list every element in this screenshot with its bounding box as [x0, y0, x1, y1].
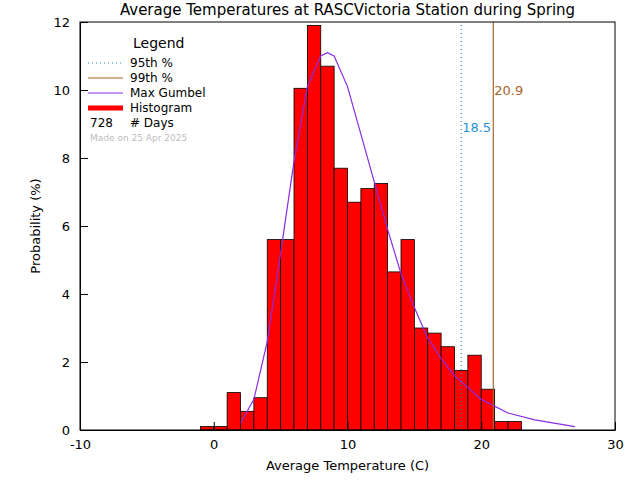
y-tick-mark — [80, 294, 88, 295]
legend-label: Histogram — [130, 101, 192, 115]
day-count-label: # Days — [130, 116, 174, 130]
x-tick-mark — [615, 422, 616, 430]
histogram-bar — [481, 389, 494, 430]
y-tick-mark — [80, 362, 88, 363]
y-tick: 0 — [62, 423, 88, 438]
legend-label: Max Gumbel — [130, 86, 206, 100]
histogram-bar — [227, 393, 240, 430]
percentile-line — [461, 22, 462, 430]
histogram-bar — [508, 422, 521, 431]
day-count: 728 — [90, 116, 113, 130]
x-axis: -10 0 10 20 30 — [70, 422, 624, 452]
x-tick-mark — [214, 422, 215, 430]
x-tick: 20 — [473, 422, 490, 452]
histogram-bar — [307, 25, 320, 430]
y-tick-label: 2 — [62, 355, 70, 370]
y-tick-mark — [80, 90, 88, 91]
percentile-label: 20.9 — [494, 83, 523, 98]
annotation: Made on 25 Apr 2025 — [90, 133, 187, 143]
histogram-bar — [281, 240, 294, 430]
y-tick-mark — [80, 22, 88, 23]
y-tick-mark — [80, 158, 88, 159]
histogram-bar — [334, 168, 347, 430]
y-tick-mark — [80, 226, 88, 227]
y-tick-label: 6 — [62, 219, 70, 234]
histogram-bar — [348, 202, 361, 430]
legend-label: 99th % — [130, 71, 173, 85]
x-tick-mark — [348, 422, 349, 430]
histogram-bar — [441, 347, 454, 430]
histogram-bar — [254, 398, 267, 430]
y-tick: 2 — [62, 355, 88, 370]
y-tick: 4 — [62, 287, 88, 302]
y-tick-label: 4 — [62, 287, 70, 302]
histogram-bar — [388, 272, 401, 430]
plot-frame — [80, 22, 615, 430]
x-tick: 10 — [340, 422, 357, 452]
y-tick: 8 — [62, 151, 88, 166]
y-tick-label: 8 — [62, 151, 70, 166]
legend-swatch — [88, 106, 123, 111]
x-tick: 0 — [210, 422, 218, 452]
y-tick-label: 12 — [53, 15, 70, 30]
title: Average Temperatures at RASCVictoria Sta… — [120, 1, 575, 19]
x-tick-mark — [481, 422, 482, 430]
background — [0, 0, 640, 480]
histogram-bar — [414, 328, 427, 430]
chart: -100102030024681012Average Temperatures … — [0, 0, 640, 480]
legend-title: Legend — [133, 35, 184, 51]
y-axis: 0 2 4 6 8 10 12 — [53, 15, 88, 438]
x-tick-label: 20 — [473, 437, 490, 452]
gumbel-curve — [241, 53, 575, 427]
legend-swatch — [88, 77, 123, 78]
plot-area — [200, 22, 575, 430]
x-axis-line — [81, 430, 616, 431]
x-tick-label: 30 — [607, 437, 624, 452]
y-tick-mark — [80, 430, 88, 431]
y-tick: 6 — [62, 219, 88, 234]
histogram-bar — [361, 189, 374, 430]
percentile-label: 18.5 — [462, 120, 491, 135]
legend-swatch — [88, 92, 123, 93]
histogram-bar — [294, 88, 307, 430]
x-tick-label: 10 — [340, 437, 357, 452]
histogram-bar — [321, 66, 334, 430]
histogram-bar — [214, 427, 227, 430]
y-tick-label: 10 — [53, 83, 70, 98]
y-axis-title: Probability (%) — [28, 178, 43, 273]
histogram-bar — [468, 355, 481, 430]
histogram-bar — [200, 427, 213, 430]
legend-swatch — [88, 62, 123, 63]
y-tick: 10 — [53, 83, 88, 98]
legend-label: 95th % — [130, 56, 173, 70]
legend: Legend 95th %99th %Max GumbelHistogram 728… — [88, 35, 206, 143]
x-tick-label: -10 — [70, 437, 91, 452]
y-tick-label: 0 — [62, 423, 70, 438]
y-tick: 12 — [53, 15, 88, 30]
histogram-bar — [495, 422, 508, 431]
x-tick-label: 0 — [210, 437, 218, 452]
x-tick: 30 — [607, 422, 624, 452]
histogram-bar — [401, 240, 414, 430]
x-axis-title: Average Temperature (C) — [266, 458, 429, 473]
